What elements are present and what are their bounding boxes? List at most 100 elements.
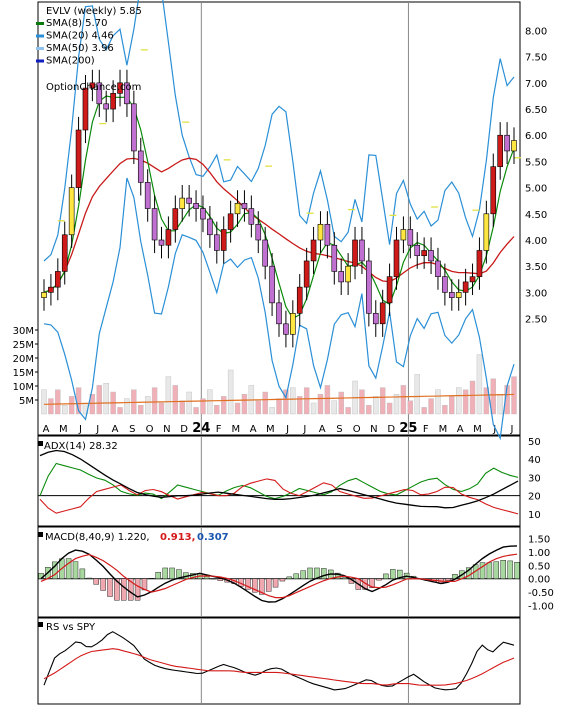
macd-signal-line — [40, 553, 518, 599]
candle-body — [435, 260, 441, 277]
macd-histogram-bar — [341, 577, 348, 579]
volume-bar — [497, 394, 503, 415]
x-tick-label: A — [457, 424, 464, 435]
volume-bar — [269, 407, 275, 415]
candle-body — [193, 203, 199, 209]
macd-histogram-bar — [293, 573, 299, 579]
macd-histogram-bar — [79, 568, 86, 579]
volume-bar — [393, 394, 400, 415]
price-tick-label: 4.50 — [525, 210, 547, 221]
volume-bar — [172, 385, 179, 415]
adx-tick-label: 10 — [528, 510, 541, 521]
candle-body — [124, 82, 130, 105]
panel-frame-rs — [37, 617, 521, 705]
x-tick-label: N — [163, 424, 170, 435]
price-tick-label: 2.50 — [525, 315, 547, 326]
volume-bar — [117, 407, 123, 415]
bollinger-lower-band — [43, 177, 515, 441]
candle-body — [407, 229, 414, 246]
volume-bar — [373, 396, 379, 415]
bollinger-upper-band — [43, 0, 515, 262]
chart-title: EVLV (weekly) 5.85 — [46, 6, 142, 17]
candle-body — [110, 93, 116, 110]
macd-histogram-bar — [127, 578, 134, 601]
macd-histogram-bar — [265, 578, 272, 592]
candle-body — [55, 271, 61, 288]
candle-body — [41, 292, 47, 298]
macd-histogram-bar — [300, 570, 306, 579]
candle-body — [151, 208, 158, 241]
x-tick-label: 25 — [399, 421, 417, 436]
macd-histogram-bar — [376, 578, 382, 581]
macd-hist-value: 0.307 — [197, 532, 229, 543]
macd-tick-label: -0.50 — [528, 588, 554, 599]
x-tick-label: M — [266, 424, 275, 435]
candle-body — [68, 187, 75, 236]
legend-swatch — [36, 47, 44, 50]
volume-tick-label: 30M — [13, 326, 34, 337]
candle-body — [103, 103, 110, 110]
price-tick-label: 7.50 — [525, 53, 547, 64]
volume-bar — [41, 389, 47, 415]
volume-bar — [366, 405, 372, 415]
macd-histogram-bar — [155, 571, 161, 579]
volume-bar — [227, 369, 234, 415]
x-tick-label: O — [146, 424, 154, 435]
macd-legend-swatch — [38, 532, 43, 537]
x-tick-label: M — [232, 424, 241, 435]
macd-histogram-bar — [321, 568, 327, 579]
candle-body — [255, 223, 262, 241]
price-tick-label: 6.00 — [525, 131, 547, 142]
candle-body — [186, 197, 192, 204]
rs-label: RS vs SPY — [46, 622, 96, 633]
candle-body — [296, 286, 303, 314]
volume-bar — [283, 389, 289, 415]
macd-label: MACD(8,40,9) 1.220, — [45, 532, 150, 543]
macd-signal-value: 0.913, — [160, 532, 195, 543]
macd-histogram-bar — [514, 562, 520, 579]
candle-body — [207, 218, 213, 236]
x-tick-label: S — [129, 424, 135, 435]
rs-line — [43, 631, 515, 691]
volume-bar — [165, 376, 172, 415]
macd-histogram-bar — [397, 569, 403, 579]
volume-bar — [310, 402, 317, 415]
macd-tick-label: 1.00 — [528, 548, 550, 559]
candle-body — [490, 166, 497, 215]
volume-bar — [179, 400, 185, 415]
candle-body — [400, 229, 407, 241]
macd-histogram-bar — [259, 578, 265, 595]
adx-tick-label: 40 — [528, 455, 541, 466]
panel-frame-adx — [37, 435, 521, 527]
candle-body — [497, 134, 503, 167]
macd-histogram-bar — [203, 576, 210, 579]
candle-body — [276, 302, 282, 325]
candle-body — [352, 239, 358, 267]
volume-bar — [262, 391, 268, 415]
candle-body — [331, 244, 338, 272]
x-tick-label: J — [285, 424, 289, 435]
candle-body — [144, 182, 151, 209]
candle-body — [462, 281, 469, 293]
volume-bar — [207, 389, 213, 415]
volume-bar — [462, 389, 469, 415]
x-tick-label: F — [216, 424, 222, 435]
candle-body — [359, 239, 365, 262]
volume-bar — [456, 387, 462, 415]
macd-histogram-bar — [307, 567, 313, 579]
panel-frame-price — [37, 1, 521, 436]
x-tick-label: A — [319, 424, 326, 435]
macd-histogram-bar — [107, 578, 113, 597]
volume-bar — [407, 400, 414, 415]
x-tick-label: D — [387, 424, 395, 435]
legend-swatch — [36, 34, 44, 38]
volume-bar — [234, 402, 241, 415]
macd-histogram-bar — [272, 578, 279, 588]
x-tick-label: J — [78, 424, 82, 435]
x-tick-label: M — [473, 424, 482, 435]
macd-histogram-bar — [500, 560, 506, 579]
volume-bar — [241, 394, 248, 415]
macd-histogram-bar — [390, 569, 396, 579]
price-tick-label: 7.00 — [525, 79, 547, 90]
macd-histogram-bar — [86, 577, 92, 579]
